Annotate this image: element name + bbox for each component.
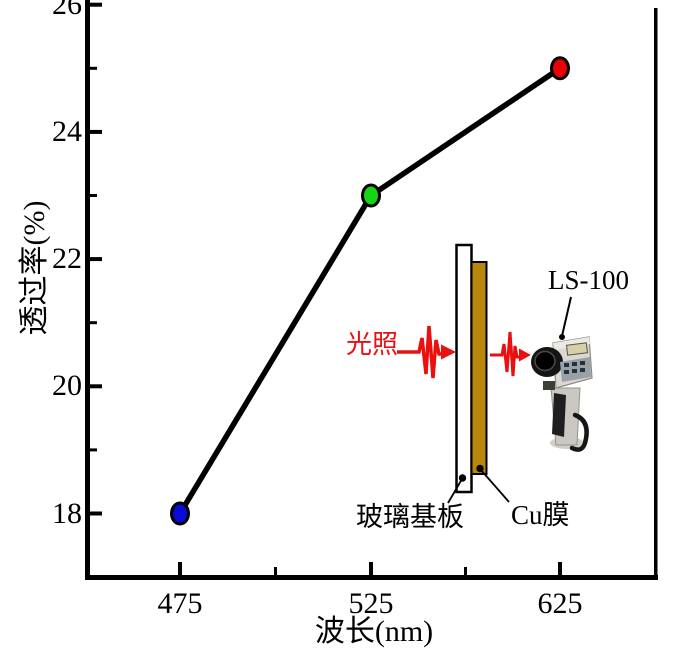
incident-light-arrow	[397, 325, 456, 379]
annotation-pointers	[447, 296, 572, 504]
x-axis-line	[85, 575, 658, 580]
transmitted-light-arrow	[490, 331, 531, 377]
experiment-inset	[397, 243, 593, 504]
device-strap	[569, 412, 589, 452]
device-model-label: LS-100	[548, 265, 629, 295]
x-tick-label: 525	[348, 587, 394, 620]
right-axis-line	[654, 8, 658, 580]
cu-film-label: Cu膜	[511, 500, 570, 530]
y-tick-label: 24	[52, 114, 82, 148]
x-axis-title: 波长(nm)	[314, 615, 434, 648]
data-point	[170, 501, 190, 526]
data-line	[177, 66, 562, 515]
device-display	[565, 342, 589, 356]
y-tick-label: 26	[52, 0, 82, 21]
y-tick-label: 18	[52, 496, 82, 530]
cu-film	[470, 261, 488, 475]
y-axis-line	[85, 0, 90, 580]
arrowhead-icon	[519, 348, 531, 362]
ls100-device-image	[531, 336, 593, 452]
y-tick-label: 20	[52, 369, 82, 403]
glass-substrate	[455, 243, 473, 494]
arrowhead-icon	[441, 344, 456, 360]
x-tick-label: 625	[537, 587, 583, 620]
data-point	[361, 183, 381, 208]
y-tick-label: 22	[52, 242, 82, 276]
x-tick-label: 475	[157, 587, 203, 620]
glass-substrate-label: 玻璃基板	[356, 502, 464, 532]
axis-frame	[85, 0, 658, 580]
light-source-label: 光照	[346, 330, 399, 359]
data-point	[550, 56, 570, 81]
